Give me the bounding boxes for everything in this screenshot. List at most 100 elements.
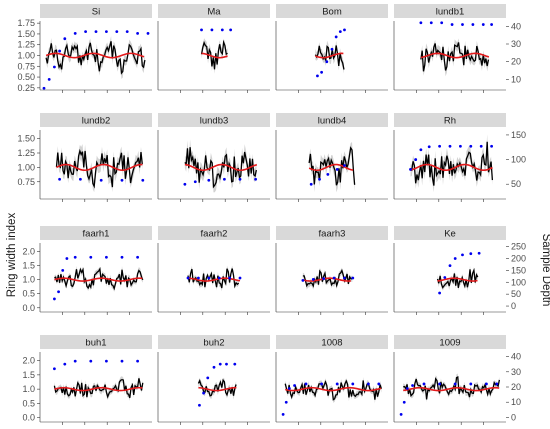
y-tick-label-right: 150 <box>511 265 526 275</box>
sample-depth-point <box>318 177 321 181</box>
y-tick-label-left: 1.0 <box>22 384 35 394</box>
sample-depth-point <box>238 177 242 181</box>
confidence-band <box>201 38 228 74</box>
sample-depth-point <box>284 400 288 404</box>
sample-depth-point <box>495 382 499 386</box>
facet-panel-bom: Bom <box>275 4 388 93</box>
facet-strip <box>158 335 270 349</box>
y-tick-label-left: 1.00 <box>17 51 35 61</box>
sample-depth-point <box>461 23 464 26</box>
facet-strip-label: lundb1 <box>436 7 465 18</box>
facet-strip-label: 1009 <box>439 338 460 349</box>
sample-depth-point <box>419 148 423 152</box>
sample-depth-point <box>320 382 323 386</box>
facet-strip <box>40 335 152 349</box>
smoothed-spline-line <box>420 52 490 59</box>
smoothed-spline-line <box>198 386 237 392</box>
smoothed-spline-line <box>410 163 493 172</box>
facet-strip <box>158 4 270 18</box>
sample-depth-point <box>186 276 190 280</box>
sample-depth-point <box>320 70 323 74</box>
confidence-band <box>309 142 355 193</box>
y-axis-title-left: Ring width index <box>6 213 18 298</box>
sample-depth-point <box>210 28 214 32</box>
y-tick-label-right: 150 <box>511 130 526 140</box>
ring-width-index-line <box>308 146 356 186</box>
sample-depth-point <box>427 145 431 149</box>
sample-depth-point <box>223 177 226 181</box>
smoothed-spline-line <box>184 163 258 172</box>
y-tick-label-right: 40 <box>511 352 521 362</box>
facet-strip-label: lundb3 <box>200 116 229 127</box>
sample-depth-point <box>89 359 93 363</box>
facet-strip-label: Bom <box>322 7 342 18</box>
sample-depth-point <box>459 144 462 148</box>
facet-strip-label: lundb2 <box>82 116 111 127</box>
smoothed-spline-line <box>54 277 143 282</box>
y-tick-label-left: 1.5 <box>22 370 35 380</box>
sample-depth-point <box>377 382 381 386</box>
y-tick-label-left: 1.75 <box>17 18 35 28</box>
sample-depth-point <box>228 276 232 280</box>
y-tick-label-left: 0.5 <box>22 398 35 408</box>
facet-strip-label: faarh1 <box>83 229 110 240</box>
sample-depth-point <box>136 359 140 363</box>
sample-depth-point <box>367 382 370 386</box>
sample-depth-point <box>136 255 140 259</box>
facet-panel-ma: Ma <box>157 4 270 93</box>
confidence-band <box>46 36 145 79</box>
facet-panel-buh2: buh2 <box>157 335 270 425</box>
y-tick-label-left: 0.0 <box>22 303 35 313</box>
sample-depth-point <box>225 362 228 366</box>
facet-panel-si: Si <box>39 4 152 93</box>
facet-strip-label: Ke <box>444 229 456 240</box>
sample-depth-point <box>343 164 346 167</box>
sample-depth-point <box>325 60 329 64</box>
y-tick-label-right: 10 <box>511 74 521 84</box>
facet-strip <box>40 226 152 240</box>
sample-depth-point <box>105 255 108 259</box>
confidence-band <box>285 377 382 404</box>
sample-depth-point <box>79 177 82 181</box>
sample-depth-point <box>193 180 197 184</box>
sample-depth-point <box>287 387 291 390</box>
sample-depth-point <box>330 47 334 51</box>
sample-depth-point <box>115 30 119 34</box>
sample-depth-point <box>326 172 330 176</box>
sample-depth-point <box>479 144 483 148</box>
facet-panel-buh1: buh1 <box>39 335 152 425</box>
y-tick-label-left: 0.75 <box>17 177 35 187</box>
sample-depth-point <box>218 362 222 366</box>
sample-depth-point <box>53 297 56 301</box>
sample-depth-point <box>343 276 346 280</box>
sample-depth-point <box>207 178 211 182</box>
sample-depth-point <box>301 278 305 282</box>
sample-depth-point <box>57 290 60 294</box>
y-tick-label-left: 1.25 <box>17 40 35 50</box>
ring-width-index-line <box>200 39 228 70</box>
sample-depth-point <box>197 276 200 280</box>
facet-panel-faarh1: faarh1 <box>39 226 152 315</box>
sample-depth-point <box>443 276 447 279</box>
facet-strip-label: buh2 <box>203 338 224 349</box>
smoothed-spline-line <box>45 52 145 59</box>
sample-depth-point <box>229 28 233 32</box>
smoothed-spline-line <box>201 52 228 59</box>
sample-depth-point <box>399 412 403 416</box>
facet-strip-label: faarh2 <box>201 229 228 240</box>
sample-depth-point <box>65 257 69 260</box>
ring-width-index-line <box>314 45 345 70</box>
sample-depth-point <box>438 382 441 386</box>
sample-depth-point <box>440 21 444 25</box>
y-tick-label-right: 200 <box>511 253 526 263</box>
sample-depth-point <box>322 277 326 281</box>
y-tick-label-right: 50 <box>511 179 521 189</box>
sample-depth-point <box>419 21 423 25</box>
y-tick-label-left: 1.00 <box>17 162 35 172</box>
facet-panel-faarh3: faarh3 <box>275 226 388 315</box>
facet-strip <box>394 335 506 349</box>
y-tick-label-right: 20 <box>511 382 521 392</box>
sample-depth-point <box>58 177 61 181</box>
sample-depth-point <box>402 400 406 404</box>
